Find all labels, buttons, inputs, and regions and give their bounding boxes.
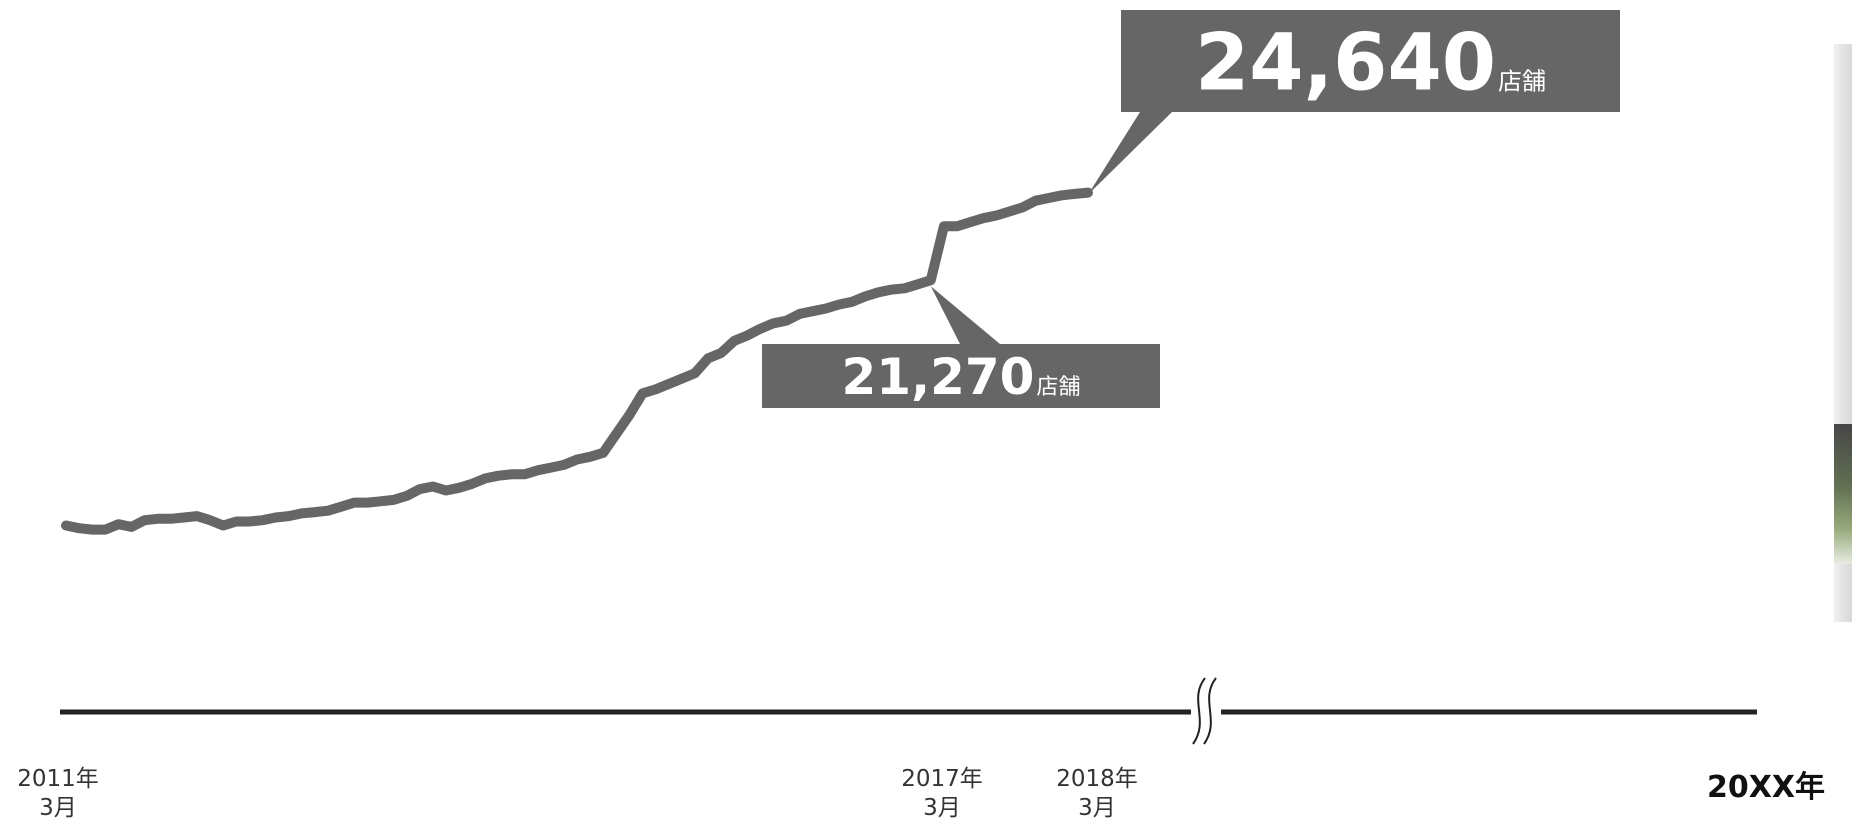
callout-21270: 21,270店舗 — [762, 286, 1160, 408]
callout-21270-unit: 店舗 — [1036, 375, 1080, 400]
x-tick-0-year: 2011年 — [17, 766, 99, 792]
x-tick-labels: 2011年 3月 2017年 3月 2018年 3月 20XX年 — [17, 766, 1825, 821]
x-tick-3-year: 20XX年 — [1707, 770, 1825, 805]
axis-break-mark-1 — [1192, 677, 1206, 745]
callout-24640: 24,640店舗 — [1088, 10, 1620, 195]
cropped-photo-edge — [1834, 44, 1852, 622]
x-tick-2: 2018年 3月 — [1056, 766, 1138, 821]
callout-21270-box — [762, 344, 1160, 408]
callout-24640-pointer — [1088, 112, 1172, 195]
x-tick-2-year: 2018年 — [1056, 766, 1138, 792]
x-tick-0: 2011年 3月 — [17, 766, 99, 821]
series-layer — [61, 187, 1093, 535]
callout-24640-box — [1121, 10, 1620, 112]
callout-21270-text: 21,270店舗 — [842, 348, 1081, 406]
photo-shade — [1834, 424, 1852, 564]
callout-24640-value: 24,640 — [1195, 19, 1496, 109]
x-axis — [60, 677, 1757, 745]
callout-24640-text: 24,640店舗 — [1195, 19, 1546, 109]
x-tick-1: 2017年 3月 — [901, 766, 983, 821]
series-line — [61, 187, 1093, 535]
axis-break-mark-2 — [1203, 677, 1217, 745]
x-tick-2-month: 3月 — [1078, 795, 1116, 821]
callout-21270-pointer — [930, 286, 1000, 344]
x-tick-1-year: 2017年 — [901, 766, 983, 792]
x-tick-0-month: 3月 — [39, 795, 77, 821]
callout-24640-unit: 店舗 — [1498, 68, 1546, 96]
x-tick-1-month: 3月 — [923, 795, 961, 821]
callout-21270-value: 21,270 — [842, 348, 1035, 406]
x-tick-3: 20XX年 — [1707, 770, 1825, 805]
